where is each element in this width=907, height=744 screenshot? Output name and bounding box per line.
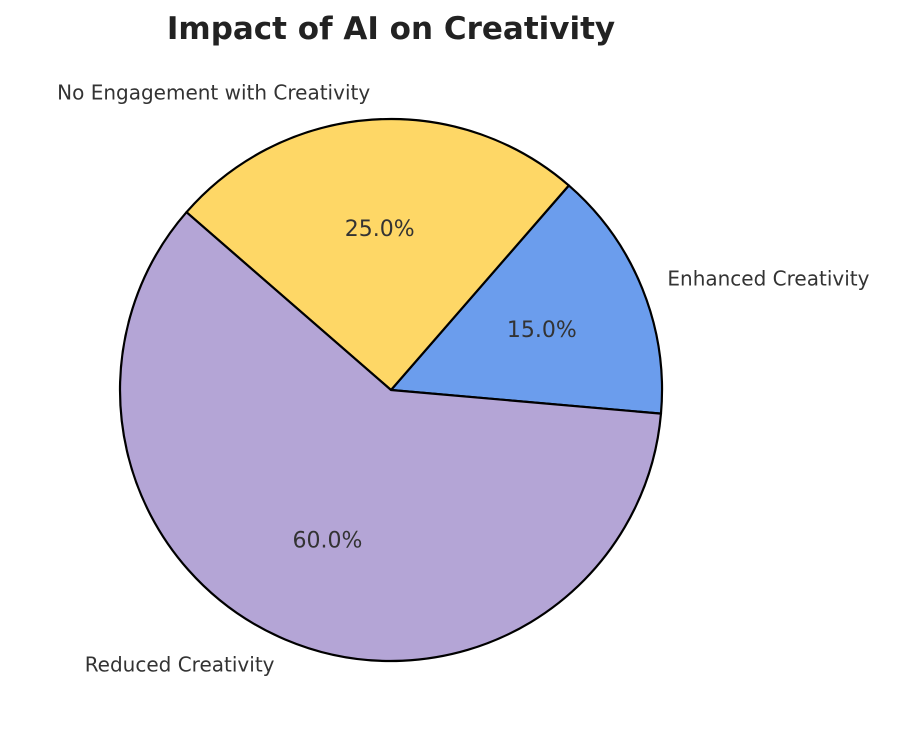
slice-reduced-creativity	[118, 211, 663, 663]
category-label-no-engagement: No Engagement with Creativity	[57, 81, 370, 105]
pct-label-reduced-creativity: 60.0%	[293, 529, 363, 554]
category-label-reduced-creativity: Reduced Creativity	[85, 652, 275, 676]
chart-title: Impact of AI on Creativity	[167, 11, 615, 47]
slice-no-engagement	[185, 117, 570, 392]
category-label-enhanced-creativity: Enhanced Creativity	[667, 266, 869, 290]
pct-label-no-engagement: 25.0%	[345, 217, 415, 242]
pct-label-enhanced-creativity: 15.0%	[507, 318, 577, 343]
slice-enhanced-creativity	[389, 184, 664, 415]
